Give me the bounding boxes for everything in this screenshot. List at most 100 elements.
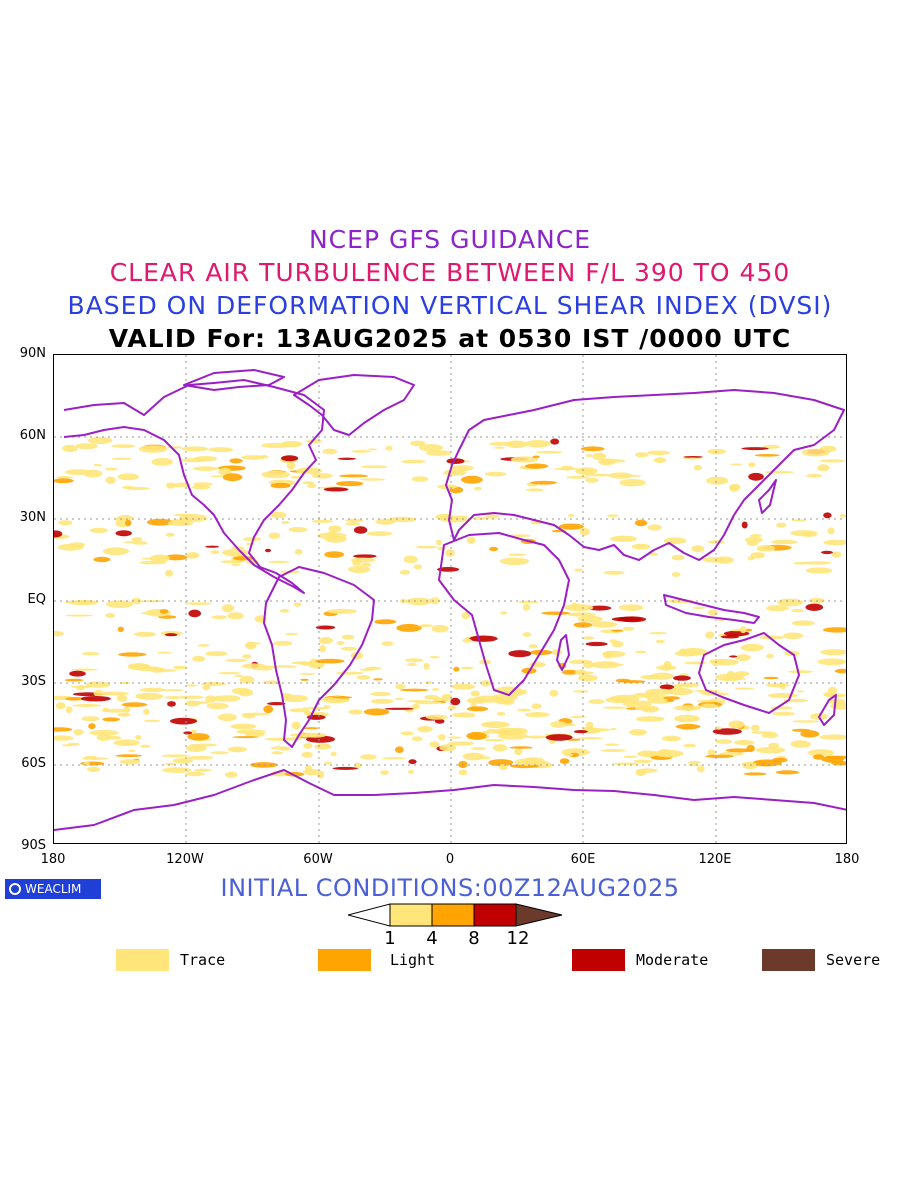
turbulence-patch (55, 702, 66, 710)
turbulence-patch (462, 638, 472, 643)
turbulence-patch (488, 759, 514, 767)
turbulence-patch (102, 717, 120, 722)
turbulence-patch (577, 615, 603, 623)
turbulence-patch (135, 666, 161, 672)
turbulence-patch (530, 480, 557, 485)
turbulence-patch (417, 726, 433, 733)
turbulence-patch (149, 554, 170, 563)
title-method: BASED ON DEFORMATION VERTICAL SHEAR INDE… (67, 291, 833, 320)
turbulence-patch (461, 612, 471, 620)
turbulence-patch (648, 552, 659, 556)
turbulence-patch (65, 706, 73, 714)
turbulence-patch (611, 616, 642, 622)
turbulence-patch (705, 631, 715, 639)
turbulence-patch (566, 612, 597, 617)
turbulence-patch (821, 755, 844, 763)
coast-japan (758, 479, 777, 514)
turbulence-patch (805, 474, 823, 478)
coast-eurasia (445, 389, 845, 561)
turbulence-patch (324, 761, 332, 765)
turbulence-patch (183, 731, 193, 735)
color-scale-bar (348, 903, 563, 927)
scale-tick-8: 8 (468, 928, 480, 949)
turbulence-patch (498, 763, 508, 771)
turbulence-patch (551, 649, 563, 656)
turbulence-patch (71, 668, 98, 671)
turbulence-patch (363, 708, 390, 716)
coast-madagascar (556, 634, 570, 671)
coast-antarctica (54, 769, 846, 831)
lon-label-0: 0 (445, 852, 455, 867)
turbulence-patch (748, 472, 764, 481)
turbulence-patch (273, 640, 293, 646)
turbulence-patch (106, 600, 134, 608)
turbulence-patch (281, 694, 309, 703)
turbulence-patch (385, 445, 393, 451)
turbulence-patch (588, 699, 605, 705)
turbulence-patch (573, 730, 588, 734)
turbulence-patch (192, 655, 206, 662)
turbulence-patch (585, 473, 615, 477)
turbulence-patch (125, 519, 132, 527)
turbulence-patch (696, 765, 705, 773)
turbulence-patch (395, 746, 404, 753)
turbulence-patch (801, 448, 830, 457)
turbulence-patch (115, 530, 132, 537)
turbulence-patch (667, 687, 694, 696)
turbulence-patch (524, 712, 550, 718)
turbulence-patch (509, 746, 533, 749)
turbulence-patch (229, 458, 243, 464)
turbulence-patch (584, 728, 611, 732)
turbulence-patch (105, 476, 116, 484)
turbulence-patch (167, 701, 176, 707)
turbulence-patch (225, 658, 247, 663)
turbulence-patch (768, 742, 780, 749)
turbulence-patch (519, 689, 527, 695)
turbulence-patch (612, 762, 640, 766)
turbulence-patch (299, 672, 316, 675)
turbulence-patch (447, 705, 457, 710)
turbulence-patch (367, 531, 393, 537)
turbulence-patch (291, 721, 301, 730)
turbulence-patch (127, 749, 136, 752)
turbulence-patch (211, 615, 228, 620)
turbulence-patch (360, 478, 386, 481)
turbulence-patch (587, 605, 612, 611)
turbulence-patch (692, 606, 706, 609)
turbulence-patch (250, 762, 278, 768)
turbulence-patch (335, 671, 365, 675)
turbulence-patch (674, 714, 700, 723)
title-product: CLEAR AIR TURBULENCE BETWEEN F/L 390 TO … (109, 258, 791, 287)
turbulence-patch (288, 737, 301, 740)
turbulence-patch (88, 723, 96, 730)
turbulence-patch (241, 712, 270, 716)
turbulence-patch (269, 511, 287, 519)
turbulence-patch (381, 757, 407, 760)
turbulence-patch (545, 734, 573, 741)
turbulence-patch (341, 634, 355, 640)
turbulence-patch (491, 693, 518, 701)
turbulence-patch (374, 619, 397, 625)
turbulence-patch (227, 612, 244, 620)
turbulence-patch (601, 749, 626, 752)
turbulence-patch (461, 475, 483, 484)
turbulence-patch (525, 440, 551, 448)
turbulence-patch (212, 695, 241, 702)
turbulence-patch (831, 551, 842, 558)
turbulence-patch (80, 696, 111, 702)
turbulence-patch (185, 744, 207, 752)
turbulence-patch (635, 650, 647, 654)
coast-africa (438, 532, 570, 696)
turbulence-patch (525, 463, 549, 469)
turbulence-patch (821, 550, 833, 555)
turbulence-patch (64, 678, 84, 682)
turbulence-patch (572, 690, 589, 693)
turbulence-patch (311, 519, 334, 523)
turbulence-patch (64, 614, 93, 617)
turbulence-patch (119, 759, 141, 765)
turbulence-patch (411, 476, 429, 482)
legend-swatch-severe (762, 949, 815, 971)
turbulence-patch (467, 706, 489, 712)
turbulence-patch (800, 730, 820, 738)
turbulence-patch (750, 552, 765, 559)
